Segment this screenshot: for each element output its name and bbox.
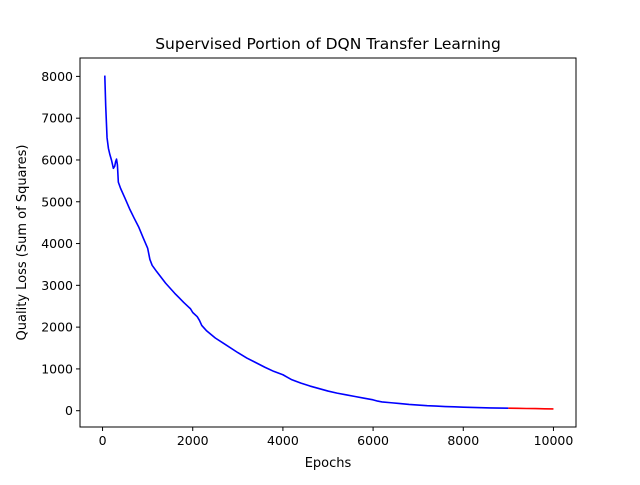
y-tick-label: 3000: [41, 278, 73, 293]
y-tick-label: 0: [65, 403, 73, 418]
y-tick-label: 1000: [41, 361, 73, 376]
y-tick-label: 5000: [41, 194, 73, 209]
plot-area: [80, 58, 576, 427]
x-axis-label: Epochs: [305, 456, 352, 471]
y-axis: 0 1000 2000 3000 4000 5000 6000 7000 8000: [41, 69, 80, 418]
x-tick-label: 6000: [357, 433, 389, 448]
x-tick-label: 10000: [534, 433, 574, 448]
y-tick-label: 7000: [41, 111, 73, 126]
series-layer: [104, 75, 554, 410]
plot-frame: [79, 57, 577, 428]
x-tick-label: 0: [99, 433, 107, 448]
y-tick-label: 6000: [41, 152, 73, 167]
x-tick-label: 2000: [177, 433, 209, 448]
x-tick-label: 4000: [267, 433, 299, 448]
series-line-1: [104, 75, 509, 409]
y-axis-label: Quality Loss (Sum of Squares): [15, 145, 30, 341]
x-tick-label: 8000: [447, 433, 479, 448]
series-line-2: [508, 407, 554, 410]
x-axis: 0 2000 4000 6000 8000 10000: [99, 427, 574, 448]
y-tick-label: 4000: [41, 236, 73, 251]
y-tick-label: 8000: [41, 69, 73, 84]
chart-title: Supervised Portion of DQN Transfer Learn…: [155, 35, 501, 53]
y-tick-label: 2000: [41, 320, 73, 335]
